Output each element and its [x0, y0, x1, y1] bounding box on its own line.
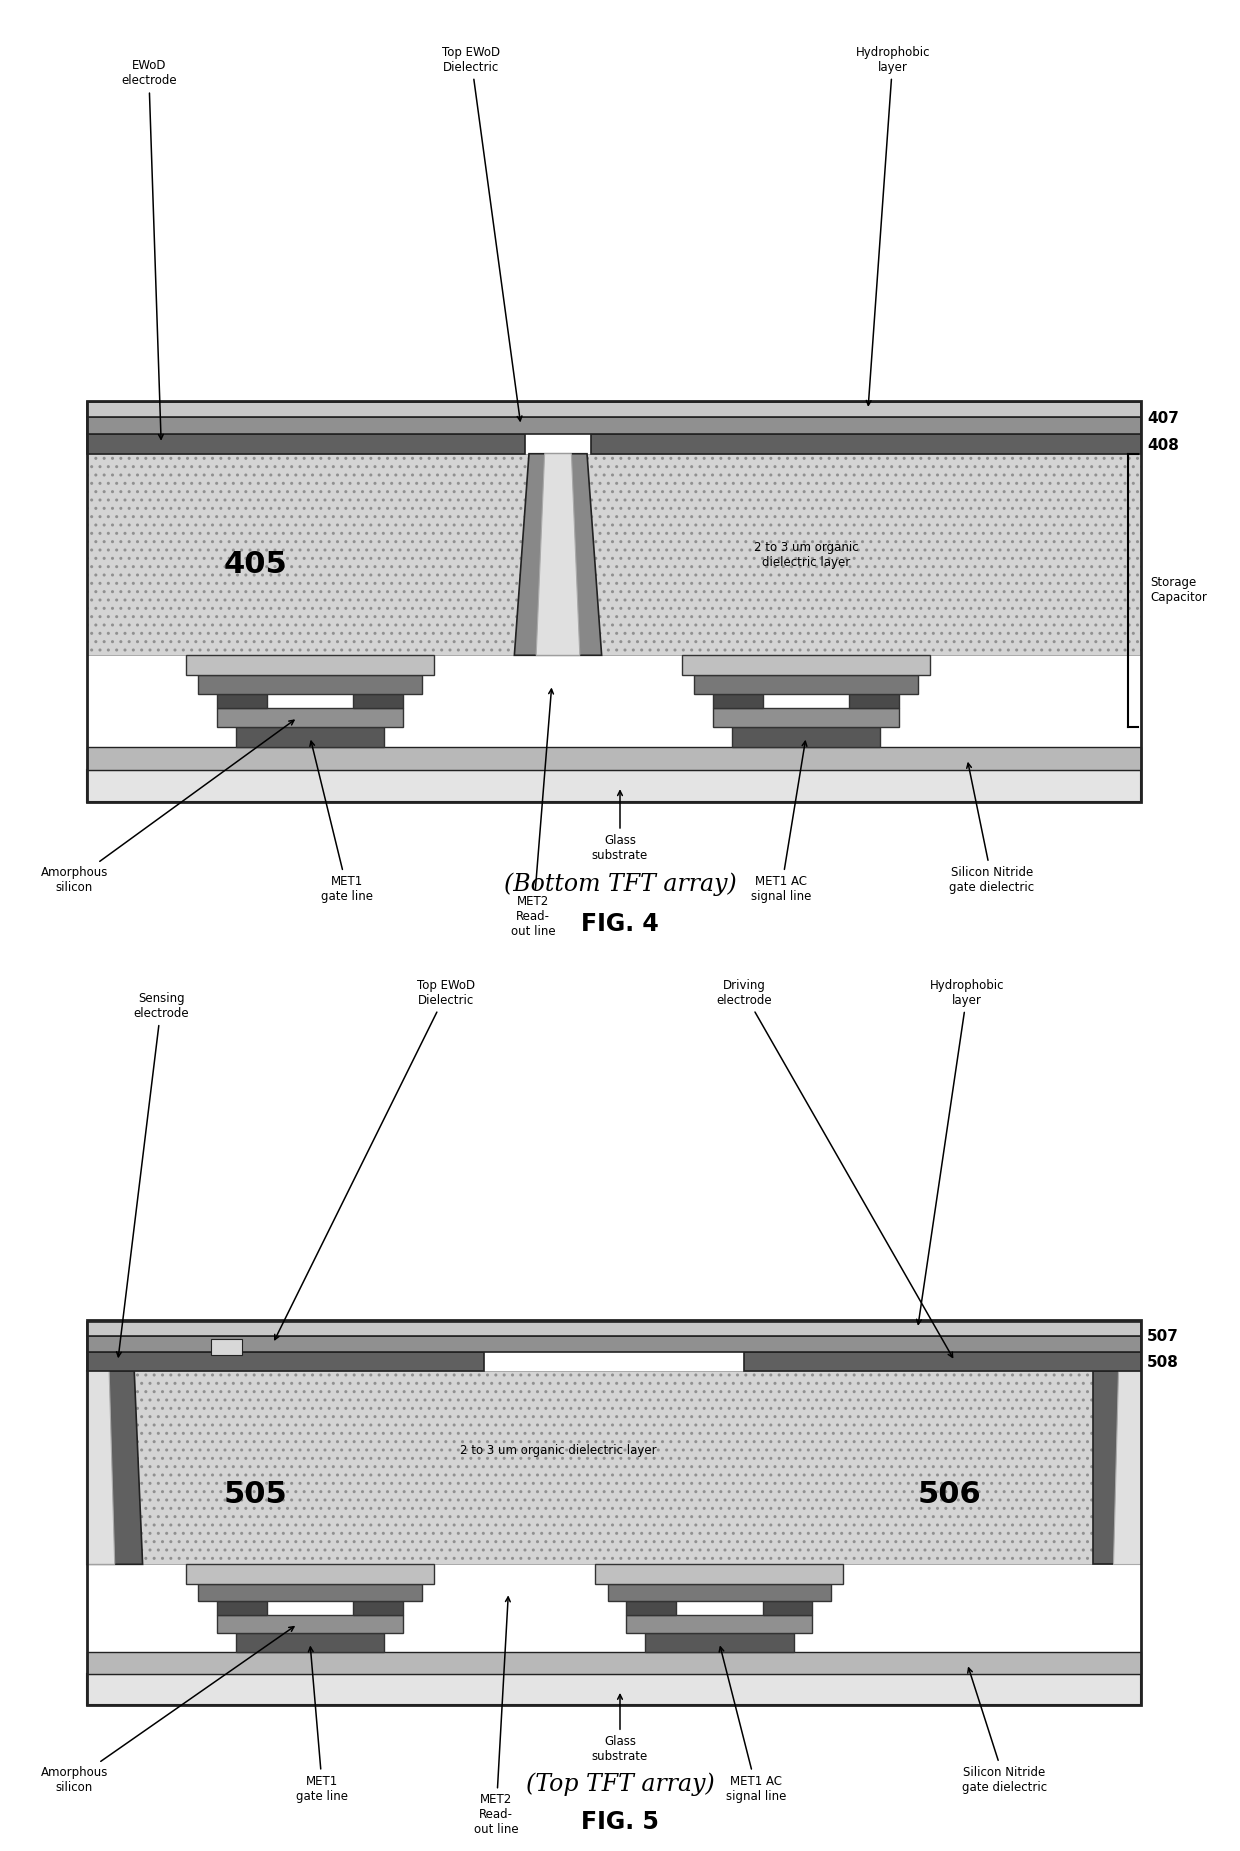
Bar [87, 1320, 1141, 1705]
Bar [849, 694, 899, 709]
Polygon shape [1094, 1372, 1141, 1564]
Polygon shape [87, 1372, 143, 1564]
Text: 507: 507 [1147, 1329, 1179, 1344]
Text: MET1 AC
signal line: MET1 AC signal line [751, 740, 811, 903]
Bar [186, 655, 434, 676]
Text: Top EWoD
Dielectric: Top EWoD Dielectric [275, 979, 475, 1340]
Bar [236, 1633, 384, 1653]
Text: FIG. 4: FIG. 4 [582, 913, 658, 937]
Text: MET2
Read-
out line: MET2 Read- out line [474, 1597, 518, 1836]
Bar [763, 1601, 812, 1616]
Text: Top EWoD
Dielectric: Top EWoD Dielectric [443, 46, 522, 420]
Bar [713, 694, 763, 709]
Text: Amorphous
silicon: Amorphous silicon [41, 1627, 294, 1794]
Text: Storage
Capacitor: Storage Capacitor [1151, 576, 1208, 603]
Text: Sensing
electrode: Sensing electrode [117, 992, 188, 1357]
Bar [186, 1564, 434, 1584]
Text: (Top TFT array): (Top TFT array) [526, 1773, 714, 1795]
Bar [608, 1584, 831, 1601]
Text: Silicon Nitride
gate dielectric: Silicon Nitride gate dielectric [962, 1668, 1047, 1794]
Text: Driving
electrode: Driving electrode [717, 979, 952, 1357]
Text: 405: 405 [223, 550, 286, 579]
Bar [626, 1616, 812, 1633]
Text: 2 to 3 um organic
dielectric layer: 2 to 3 um organic dielectric layer [754, 540, 858, 568]
Bar [713, 709, 899, 727]
Bar [87, 1673, 1141, 1705]
Text: 407: 407 [1147, 411, 1179, 426]
Bar [353, 1601, 403, 1616]
Bar [645, 1633, 794, 1653]
Text: Silicon Nitride
gate dielectric: Silicon Nitride gate dielectric [950, 763, 1034, 894]
Bar [87, 402, 1141, 416]
Text: Glass
substrate: Glass substrate [591, 1694, 649, 1762]
Bar [217, 1616, 403, 1633]
Bar [87, 1322, 1141, 1336]
Text: EWoD
electrode: EWoD electrode [122, 59, 176, 439]
Text: FIG. 5: FIG. 5 [582, 1810, 658, 1834]
Bar [198, 676, 422, 694]
Text: 2 to 3 um organic dielectric layer: 2 to 3 um organic dielectric layer [460, 1444, 656, 1457]
Polygon shape [515, 453, 601, 655]
Text: (Bottom TFT array): (Bottom TFT array) [503, 872, 737, 896]
Bar [217, 694, 267, 709]
Bar [87, 453, 1141, 655]
Bar [87, 416, 1141, 433]
Text: 505: 505 [223, 1479, 286, 1509]
Text: 408: 408 [1147, 439, 1179, 453]
Bar [694, 676, 918, 694]
Text: 508: 508 [1147, 1355, 1179, 1370]
Text: MET1 AC
signal line: MET1 AC signal line [719, 1647, 786, 1803]
Bar [87, 433, 525, 453]
Bar [87, 1351, 484, 1372]
Text: 506: 506 [918, 1479, 981, 1509]
Text: MET1
gate line: MET1 gate line [296, 1647, 348, 1803]
Bar [236, 727, 384, 748]
Bar [217, 709, 403, 727]
Bar [682, 655, 930, 676]
Text: Hydrophobic
layer: Hydrophobic layer [856, 46, 930, 405]
Bar [744, 1351, 1141, 1372]
Polygon shape [1112, 1372, 1141, 1564]
Bar [732, 727, 880, 748]
Bar [87, 400, 1141, 801]
Bar [591, 433, 1141, 453]
Bar [353, 694, 403, 709]
Bar [87, 748, 1141, 770]
Bar [217, 1601, 267, 1616]
Polygon shape [536, 453, 580, 655]
Bar [87, 1653, 1141, 1673]
Text: MET2
Read-
out line: MET2 Read- out line [511, 689, 556, 938]
Text: Amorphous
silicon: Amorphous silicon [41, 720, 294, 894]
Bar [87, 1336, 1141, 1351]
Bar [626, 1601, 676, 1616]
Bar [198, 1584, 422, 1601]
Bar [87, 770, 1141, 801]
Text: Glass
substrate: Glass substrate [591, 790, 649, 863]
Bar [595, 1564, 843, 1584]
Polygon shape [87, 1372, 114, 1564]
Text: MET1
gate line: MET1 gate line [310, 740, 373, 903]
Text: Hydrophobic
layer: Hydrophobic layer [916, 979, 1004, 1323]
Bar [211, 1340, 242, 1355]
Bar [87, 1372, 1141, 1564]
